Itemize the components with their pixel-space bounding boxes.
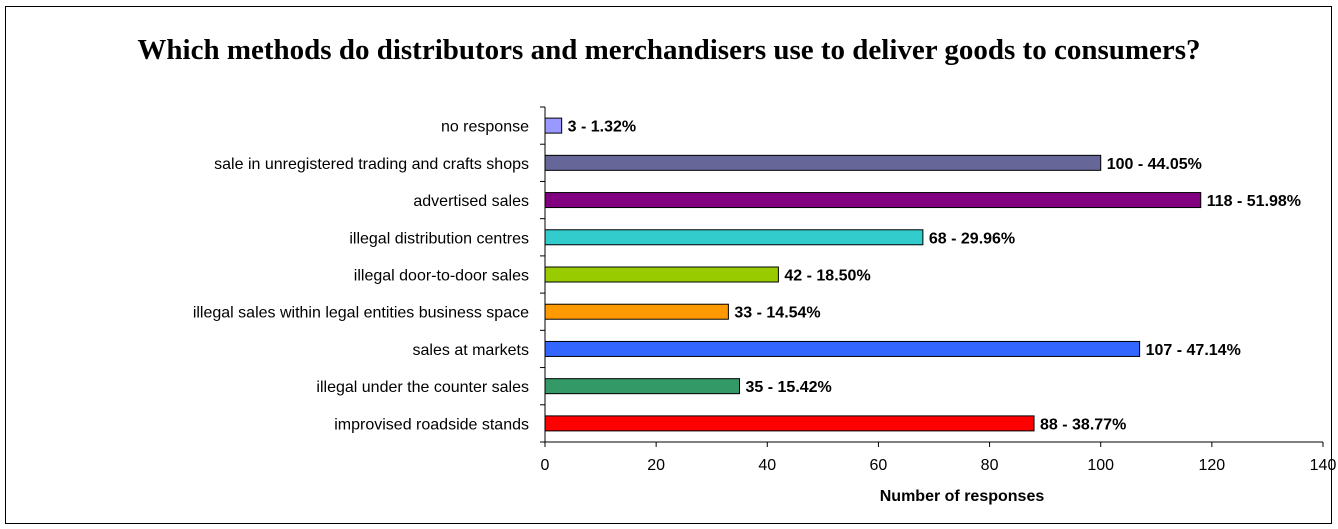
data-label: 68 - 29.96% [929, 230, 1015, 247]
x-tick-label: 140 [1310, 457, 1337, 474]
x-axis-title: Number of responses [880, 488, 1045, 505]
x-tick-label: 120 [1199, 457, 1226, 474]
category-label: advertised sales [413, 193, 529, 210]
data-label: 3 - 1.32% [568, 119, 636, 136]
data-label: 33 - 14.54% [734, 305, 820, 322]
x-tick-label: 60 [870, 457, 888, 474]
category-labels: no response sale in unregistered trading … [193, 119, 529, 434]
x-axis-ticks: 0 20 40 60 80 100 120 140 [541, 442, 1337, 474]
category-label: sales at markets [413, 342, 529, 359]
bar [544, 340, 1141, 357]
category-label: sale in unregistered trading and crafts … [214, 156, 529, 173]
bar [544, 266, 779, 283]
x-tick-label: 0 [541, 457, 550, 474]
data-label: 42 - 18.50% [784, 268, 870, 285]
category-label: illegal sales within legal entities busi… [193, 305, 529, 322]
chart-bars [544, 117, 1202, 432]
data-label: 107 - 47.14% [1146, 342, 1241, 359]
data-label: 35 - 15.42% [746, 379, 832, 396]
category-label: improvised roadside stands [334, 416, 529, 433]
value-labels: 3 - 1.32% 100 - 44.05% 118 - 51.98% 68 - 29… [568, 119, 1301, 434]
bar [544, 154, 1102, 171]
x-tick-label: 20 [647, 457, 665, 474]
x-tick-label: 100 [1087, 457, 1114, 474]
category-label: illegal door-to-door sales [354, 268, 529, 285]
data-label: 118 - 51.98% [1207, 193, 1301, 210]
bar [544, 303, 729, 320]
category-label: no response [441, 119, 529, 136]
chart-frame [5, 6, 1332, 524]
bar [544, 192, 1202, 209]
category-label: illegal under the counter sales [316, 379, 529, 396]
category-label: illegal distribution centres [349, 230, 529, 247]
chart-title: Which methods do distributors and mercha… [137, 34, 1201, 66]
bar [544, 117, 563, 134]
x-tick-label: 40 [758, 457, 776, 474]
bar [544, 229, 924, 246]
bar [544, 378, 740, 395]
bar [544, 415, 1035, 432]
data-label: 88 - 38.77% [1040, 416, 1126, 433]
x-tick-label: 80 [981, 457, 999, 474]
data-label: 100 - 44.05% [1107, 156, 1202, 173]
